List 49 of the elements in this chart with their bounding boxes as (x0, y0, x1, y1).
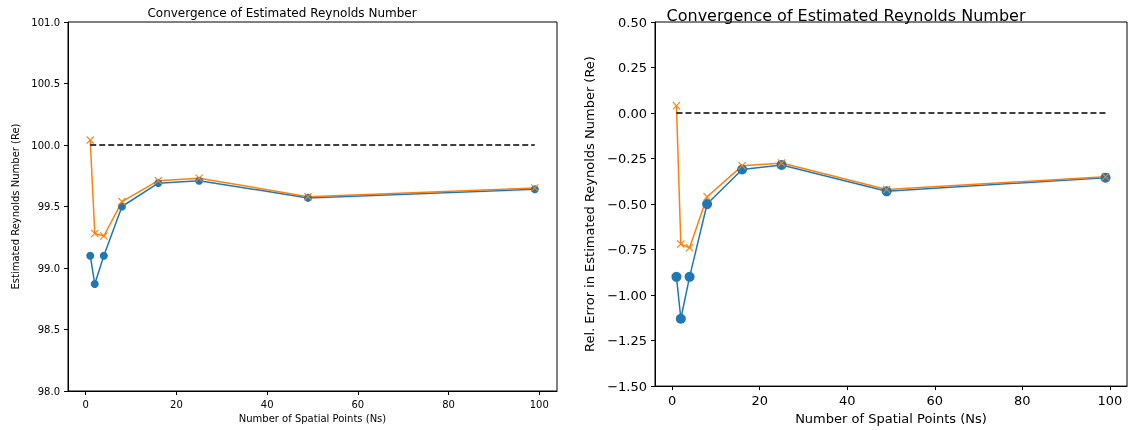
y-tick-label: −1.25 (607, 333, 647, 349)
chart-title: Convergence of Estimated Reynolds Number (666, 5, 1026, 25)
y-tick-label: −1.50 (607, 378, 647, 394)
point (684, 271, 695, 282)
x-tick-label: 40 (838, 393, 856, 409)
y-tick-label: 98.0 (37, 385, 60, 397)
point (703, 192, 712, 201)
x-axis-title: Number of Spatial Points (Ns) (795, 411, 987, 426)
x-tick-label: 60 (926, 393, 944, 409)
x-axis-title: Number of Spatial Points (Ns) (238, 413, 387, 425)
chart-title: Convergence of Estimated Reynolds Number (147, 6, 417, 20)
point (675, 313, 686, 324)
y-tick-label: 0.00 (618, 105, 647, 121)
y-tick-label: −1.00 (607, 287, 647, 303)
x-tick-label: 100 (529, 398, 549, 410)
x-tick-label: 20 (751, 393, 768, 409)
y-tick-label: −0.25 (607, 151, 647, 167)
x-tick-label: 20 (170, 398, 183, 410)
point (117, 197, 126, 206)
point (86, 136, 95, 145)
x-tick-label: 0 (667, 393, 677, 409)
point (685, 243, 694, 252)
y-tick-label: 99.0 (37, 262, 60, 274)
y-tick-label: 101.0 (31, 16, 60, 28)
point (671, 271, 682, 282)
y-tick-label: 99.5 (37, 201, 60, 212)
x-tick-label: 60 (351, 398, 365, 410)
point (86, 251, 95, 260)
x-tick-label: 80 (1014, 393, 1031, 409)
x-tick-label: 40 (260, 398, 274, 410)
point (702, 199, 713, 210)
point (672, 101, 681, 110)
y-tick-label: 0.25 (618, 60, 647, 76)
x-tick-label: 0 (82, 398, 89, 410)
y-axis-title: Estimated Reynolds Number (Re) (9, 123, 21, 290)
y-tick-label: 100.0 (31, 139, 60, 151)
y-tick-label: −0.75 (607, 242, 647, 258)
y-tick-label: −0.50 (607, 196, 647, 212)
y-tick-label: 100.5 (31, 78, 60, 89)
point (676, 240, 685, 249)
point (90, 279, 99, 288)
y-tick-label: 98.5 (37, 324, 60, 335)
y-axis-title: Rel. Error in Estimated Reynolds Number (Re) (582, 56, 598, 353)
y-tick-label: 0.50 (618, 14, 647, 30)
x-tick-label: 100 (1097, 393, 1123, 409)
point (99, 251, 108, 260)
point (90, 229, 99, 238)
point (738, 161, 747, 170)
x-tick-label: 80 (442, 398, 455, 410)
